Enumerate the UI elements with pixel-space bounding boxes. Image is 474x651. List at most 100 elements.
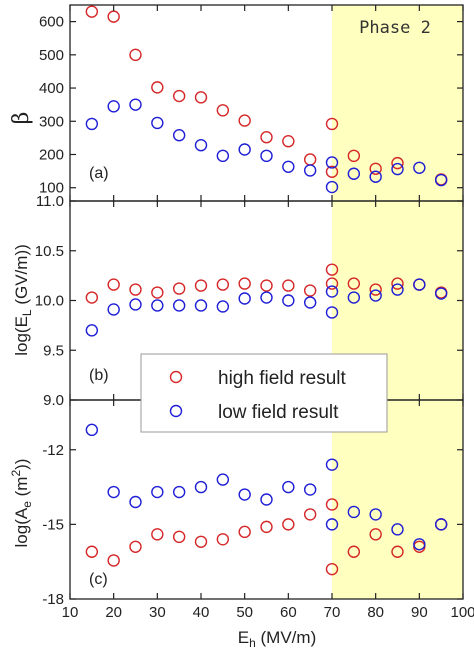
data-markers [85, 5, 448, 576]
data-point-low-field [151, 485, 164, 499]
data-point-low-field [151, 299, 164, 312]
y-axis-title-c-pre: log(A [12, 507, 31, 547]
data-point-low-field [325, 180, 339, 194]
data-point-high-field [107, 10, 120, 23]
data-point-high-field [172, 89, 186, 103]
data-point-high-field [216, 533, 230, 546]
data-point-low-field [129, 495, 142, 509]
data-point-high-field [347, 277, 361, 290]
data-point-low-field [434, 287, 448, 300]
data-point-high-field [194, 279, 208, 292]
x-axis-title: Eh (MV/m) [238, 628, 316, 650]
data-point-high-field [369, 162, 382, 175]
x-tick-label: 60 [280, 604, 297, 621]
x-axis-title-sub: h [249, 636, 256, 650]
y-axis-title-c-sup: 2 [9, 470, 23, 477]
phase-label: Phase 2 [359, 18, 431, 38]
data-point-low-field [282, 160, 295, 173]
data-point-low-field [129, 98, 142, 111]
legend-low-marker [169, 404, 183, 418]
data-point-high-field [303, 508, 317, 521]
x-tick-label: 80 [367, 604, 384, 621]
data-point-low-field [194, 480, 208, 494]
y-axis-title-b-post: (GV/m)) [12, 244, 31, 309]
data-point-high-field [129, 283, 142, 296]
data-point-low-field [85, 423, 99, 437]
y-tick-label: 9.5 [43, 342, 64, 359]
y-tick-label: 9.0 [43, 392, 64, 409]
data-point-low-field [303, 164, 317, 177]
data-point-low-field [325, 458, 339, 471]
legend-low-label: low field result [218, 402, 339, 423]
data-point-high-field [238, 114, 251, 127]
data-point-high-field [172, 282, 186, 295]
data-point-high-field [238, 277, 251, 290]
data-point-low-field [129, 298, 142, 311]
data-point-low-field [325, 156, 339, 169]
y-tick-label: -12 [42, 442, 64, 459]
data-point-high-field [325, 165, 339, 178]
data-point-high-field [129, 48, 142, 62]
data-point-high-field [325, 562, 339, 576]
data-point-high-field [260, 520, 273, 534]
data-point-high-field [216, 104, 230, 117]
x-tick-label: 20 [105, 604, 122, 621]
data-point-low-field [369, 289, 382, 302]
data-point-high-field [216, 278, 230, 291]
data-point-high-field [85, 5, 99, 18]
data-point-high-field [238, 525, 251, 539]
legend-high-label: high field result [218, 368, 347, 389]
y-tick-label: 500 [39, 47, 64, 64]
y-axis-title-b-pre: log(E [12, 316, 31, 356]
data-point-low-field [172, 129, 186, 142]
data-point-high-field [85, 291, 99, 304]
data-point-low-field [347, 167, 361, 180]
y-tick-label: 200 [39, 146, 64, 163]
data-point-low-field [172, 299, 186, 312]
data-point-low-field [260, 149, 273, 163]
data-point-low-field [303, 483, 317, 496]
y-axis-title-c-mid: (m [12, 477, 31, 502]
data-point-high-field [151, 528, 164, 541]
data-point-low-field [325, 285, 339, 298]
y-tick-label: 400 [39, 80, 64, 97]
data-point-low-field [151, 116, 164, 130]
data-point-low-field [216, 473, 230, 486]
data-point-low-field [303, 296, 317, 309]
data-point-low-field [434, 518, 448, 531]
data-point-low-field [238, 488, 251, 501]
data-point-high-field [129, 540, 142, 553]
data-point-high-field [391, 277, 404, 290]
data-point-low-field [107, 485, 120, 499]
data-point-low-field [194, 138, 208, 152]
data-point-low-field [391, 162, 404, 176]
data-point-high-field [282, 135, 295, 148]
data-point-high-field [303, 153, 317, 166]
data-point-high-field [151, 286, 164, 299]
phase-2-region [332, 5, 463, 599]
data-point-low-field [85, 117, 99, 131]
y-tick-label: 10.5 [35, 243, 64, 260]
data-point-high-field [85, 545, 99, 558]
data-point-high-field [325, 117, 339, 131]
x-tick-label: 30 [149, 604, 166, 621]
data-point-low-field [391, 523, 404, 536]
legend-high-marker [169, 370, 183, 384]
data-point-low-field [413, 538, 426, 551]
x-axis-title-main: E [238, 628, 249, 647]
panel-tag-a: (a) [89, 165, 109, 182]
y-axis-title-b-sub: L [20, 309, 34, 316]
data-point-high-field [260, 279, 273, 292]
data-point-high-field [282, 279, 295, 292]
panel-tag-b: (b) [89, 367, 109, 384]
data-point-high-field [347, 545, 361, 558]
data-point-low-field [434, 173, 448, 187]
data-point-low-field [107, 303, 120, 316]
panel-tag-c: (c) [89, 571, 108, 588]
data-point-low-field [391, 283, 404, 296]
data-point-high-field [194, 91, 208, 104]
x-tick-label: 50 [236, 604, 253, 621]
data-point-high-field [151, 81, 164, 94]
data-point-high-field [391, 545, 404, 558]
data-point-high-field [194, 535, 208, 548]
